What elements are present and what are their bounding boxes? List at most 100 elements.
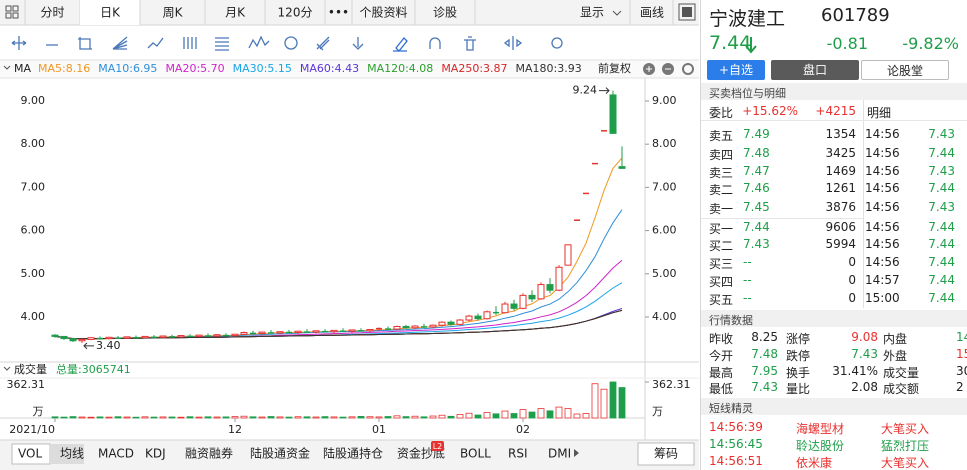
section-header bbox=[701, 83, 967, 100]
badge-bg bbox=[431, 441, 444, 451]
tab[interactable]: 周K bbox=[163, 6, 184, 20]
indicator-tab[interactable]: RSI bbox=[508, 447, 528, 461]
arrow-tool[interactable] bbox=[352, 37, 364, 50]
detail-price: 7.44 bbox=[928, 291, 955, 305]
book-label: 买四 bbox=[709, 275, 734, 289]
indicator-tab[interactable]: 融资融券 bbox=[185, 446, 233, 461]
book-price: 7.48 bbox=[743, 146, 770, 160]
book-price: -- bbox=[743, 255, 752, 269]
circle-tool[interactable] bbox=[284, 36, 298, 50]
grid-icon[interactable] bbox=[5, 5, 19, 19]
indicator-tab[interactable]: DMI bbox=[548, 447, 571, 461]
fan-tool[interactable] bbox=[112, 36, 128, 50]
volume-bar bbox=[294, 416, 302, 419]
detail-price: 7.43 bbox=[928, 200, 955, 214]
candle-body bbox=[330, 329, 338, 333]
detail-time: 14:56 bbox=[865, 237, 900, 251]
price-change-pct: -9.82% bbox=[902, 34, 959, 53]
tab[interactable]: 个股资料 bbox=[359, 6, 407, 20]
pattern-tool[interactable] bbox=[248, 35, 270, 49]
window-icon[interactable] bbox=[678, 3, 696, 21]
candle-body bbox=[555, 266, 563, 291]
move-tool[interactable] bbox=[11, 36, 27, 50]
volume-bar bbox=[87, 416, 95, 419]
ma-legend-item: MA60:4.43 bbox=[300, 62, 359, 75]
y-tick-label: 4.00 bbox=[21, 310, 46, 323]
min-price-arrow bbox=[83, 342, 94, 350]
tab[interactable]: 月K bbox=[225, 6, 246, 20]
chart-settings[interactable] bbox=[682, 63, 694, 75]
draw-menu[interactable]: 画线 bbox=[640, 6, 664, 20]
stat-label: 外盘 bbox=[883, 349, 908, 363]
indicator-tab[interactable]: KDJ bbox=[145, 447, 166, 461]
stat-label: 昨收 bbox=[709, 332, 734, 346]
y-tick-label: 9.00 bbox=[21, 94, 46, 107]
settings-tool[interactable] bbox=[551, 37, 563, 49]
volume-bar bbox=[546, 410, 554, 419]
more-arrow[interactable] bbox=[574, 449, 579, 457]
indicator-tab[interactable]: 均线 bbox=[60, 447, 84, 461]
delete-tool[interactable] bbox=[464, 36, 476, 51]
book-price: -- bbox=[743, 291, 752, 305]
tab-active-bg bbox=[80, 0, 140, 25]
stat-value: 30 bbox=[956, 364, 967, 378]
tab[interactable]: 分时 bbox=[40, 6, 64, 20]
sprite-stock[interactable]: 依米康 bbox=[796, 456, 833, 470]
fib-tool[interactable] bbox=[215, 37, 229, 51]
volume-bar bbox=[348, 416, 356, 419]
volume-bar bbox=[429, 415, 437, 419]
volume-bar bbox=[609, 381, 617, 419]
detail-title: 明细 bbox=[867, 106, 892, 120]
stat-value: 7.48 bbox=[751, 347, 778, 361]
volume-bar bbox=[168, 416, 176, 419]
y-tick-label: 6.00 bbox=[21, 224, 46, 237]
sprite-stock[interactable]: 聆达股份 bbox=[796, 439, 845, 453]
stat-label: 最高 bbox=[709, 366, 734, 380]
candle-body bbox=[240, 332, 248, 335]
sprite-stock[interactable]: 海螺型材 bbox=[796, 422, 845, 436]
down-arrow bbox=[745, 37, 757, 54]
tab-button[interactable]: +自选 bbox=[707, 60, 765, 80]
indicator-tab[interactable]: BOLL bbox=[460, 447, 491, 461]
volume-bar bbox=[321, 416, 329, 419]
collapse-arrow bbox=[3, 65, 11, 70]
indicator-tab[interactable]: MACD bbox=[98, 447, 134, 461]
adjust-mode[interactable]: 前复权 bbox=[598, 61, 631, 75]
column-divider bbox=[863, 100, 864, 308]
tab[interactable]: ••• bbox=[328, 6, 349, 20]
pitchfork-tool[interactable] bbox=[316, 36, 330, 51]
min-price-label: 3.40 bbox=[96, 339, 121, 352]
book-volume: 3876 bbox=[825, 200, 856, 214]
indicator-tab[interactable]: 陆股通资金 bbox=[250, 446, 310, 461]
kline-panel: 分时 日K 周K 月K 120分 ••• 个股资料 诊股 显示 画线 MA MA5:8.16 MA10:… bbox=[0, 0, 699, 470]
detail-time: 14:56 bbox=[865, 181, 900, 195]
ma-line bbox=[54, 259, 623, 340]
ma-legend-item: MA120:4.08 bbox=[367, 62, 433, 75]
book-volume: 9606 bbox=[825, 220, 856, 234]
chips-button[interactable]: 筹码 bbox=[654, 447, 678, 461]
tab-button[interactable]: 论股堂 bbox=[861, 60, 949, 80]
split-tool[interactable] bbox=[503, 36, 523, 50]
book-price: 7.45 bbox=[743, 200, 770, 214]
display-menu[interactable]: 显示 bbox=[580, 6, 604, 20]
indicator-tab[interactable]: VOL bbox=[18, 447, 42, 461]
book-volume: 1354 bbox=[825, 127, 856, 141]
tab[interactable]: 120分 bbox=[278, 6, 313, 20]
crop-tool[interactable] bbox=[78, 37, 92, 50]
magnet-tool[interactable] bbox=[429, 37, 441, 49]
wave-tool[interactable] bbox=[147, 37, 164, 49]
volume-bar bbox=[240, 415, 248, 419]
candle-body bbox=[366, 329, 374, 332]
cycle-tool[interactable] bbox=[183, 37, 197, 49]
volume-bar bbox=[150, 416, 158, 419]
detail-time: 14:57 bbox=[865, 273, 900, 287]
tab[interactable]: 日K bbox=[100, 6, 121, 20]
tab[interactable]: 诊股 bbox=[433, 6, 457, 20]
pen-tool[interactable] bbox=[393, 37, 408, 52]
book-volume: 0 bbox=[848, 273, 856, 287]
volume-bar bbox=[195, 416, 203, 419]
indicator-tab[interactable]: 陆股通持仓 bbox=[323, 446, 383, 461]
book-volume: 5994 bbox=[825, 237, 856, 251]
tab-button[interactable]: 盘口 bbox=[771, 60, 859, 80]
